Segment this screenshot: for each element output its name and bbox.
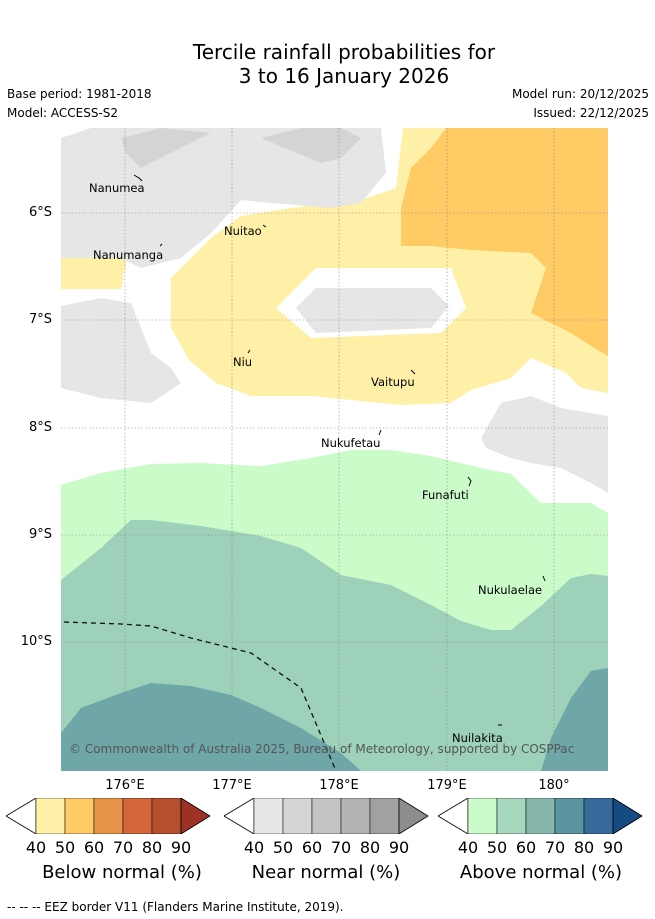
island-nuitao [262, 224, 267, 228]
place-label-nukulaelae: Nukulaelae [478, 583, 542, 597]
above-swatch-50 [496, 798, 527, 834]
copyright-credit: © Commonwealth of Australia 2025, Bureau… [69, 742, 575, 756]
above-tick: 40 [457, 838, 479, 857]
place-label-nuitao: Nuitao [224, 224, 262, 238]
near-over-triangle [398, 798, 429, 834]
title-line-1: Tercile rainfall probabilities for [192, 40, 496, 64]
below-tick: 90 [170, 838, 192, 857]
near-tick: 90 [388, 838, 410, 857]
base-period: Base period: 1981-2018 [7, 87, 152, 101]
below-tick: 60 [83, 838, 105, 857]
near-40-east [481, 396, 608, 493]
colorbar-below [6, 798, 211, 834]
below-tick: 50 [54, 838, 76, 857]
island-vaitupu [410, 369, 416, 375]
below-tick: 70 [112, 838, 134, 857]
near-tick: 50 [272, 838, 294, 857]
eez-border [63, 621, 337, 771]
near-50-north-a [121, 128, 211, 168]
lon-label-179e: 179°E [427, 778, 467, 793]
island-funafuti [467, 476, 472, 487]
near-swatch-50 [282, 798, 313, 834]
lat-label-8s: 8°S [28, 420, 52, 435]
place-label-niu: Niu [233, 355, 252, 369]
chart-title: Tercile rainfall probabilities for 3 to … [0, 40, 655, 88]
lat-label-7s: 7°S [28, 312, 52, 327]
below-swatch-50 [64, 798, 95, 834]
below-tick: 80 [141, 838, 163, 857]
below-50-region [401, 128, 608, 356]
place-label-nanumea: Nanumea [89, 181, 145, 195]
above-swatch-40 [467, 798, 498, 834]
lon-label-177e: 177°E [212, 778, 252, 793]
near-swatch-80 [369, 798, 400, 834]
colorbar-near [224, 798, 429, 834]
place-label-nukufetau: Nukufetau [321, 436, 380, 450]
lon-label-180: 180° [538, 778, 570, 793]
near-50-north-b [261, 128, 361, 163]
lon-label-176e: 176°E [105, 778, 145, 793]
map-svg: Nanumea Nuitao Nanumanga Niu Vaitupu Nuk… [61, 128, 608, 771]
island-nanumea [133, 174, 143, 182]
below-swatch-60 [93, 798, 124, 834]
eez-footnote: -- -- -- EEZ border V11 (Flanders Marine… [7, 900, 344, 914]
place-label-funafuti: Funafuti [422, 488, 469, 502]
map-panel: Nanumea Nuitao Nanumanga Niu Vaitupu Nuk… [61, 128, 608, 771]
above-swatch-60 [525, 798, 556, 834]
below-swatch-40 [35, 798, 66, 834]
below-swatch-80 [151, 798, 182, 834]
island-nukufetau [378, 429, 382, 436]
model-name: Model: ACCESS-S2 [7, 106, 119, 120]
lon-label-178e: 178°E [319, 778, 359, 793]
place-label-nuilakita: Nuilakita [452, 731, 503, 745]
lat-label-10s: 10°S [20, 634, 52, 649]
title-line-2: 3 to 16 January 2026 [238, 64, 450, 88]
above-tick: 70 [544, 838, 566, 857]
below-tick: 40 [25, 838, 47, 857]
island-nukulaelae [542, 575, 546, 582]
above-over-triangle [612, 798, 643, 834]
model-run: Model run: 20/12/2025 [511, 87, 649, 101]
island-nanumanga [159, 243, 163, 247]
above-tick: 80 [573, 838, 595, 857]
issued-date: Issued: 22/12/2025 [533, 106, 649, 120]
island-marks [133, 174, 546, 726]
near-40-west [61, 298, 181, 403]
above-tick: 50 [486, 838, 508, 857]
above-colorbar-label: Above normal (%) [459, 862, 623, 883]
above-under-triangle [438, 798, 469, 834]
above-swatch-70 [554, 798, 585, 834]
place-label-nanumanga: Nanumanga [93, 248, 163, 262]
above-tick: 60 [515, 838, 537, 857]
near-under-triangle [224, 798, 255, 834]
place-label-vaitupu: Vaitupu [371, 375, 415, 389]
above-tick: 90 [602, 838, 624, 857]
below-over-triangle [180, 798, 211, 834]
colorbar-above [438, 798, 643, 834]
near-swatch-40 [253, 798, 284, 834]
above-swatch-80 [583, 798, 614, 834]
near-tick: 60 [301, 838, 323, 857]
near-tick: 80 [359, 838, 381, 857]
below-swatch-70 [122, 798, 153, 834]
near-tick: 70 [330, 838, 352, 857]
near-swatch-60 [311, 798, 342, 834]
lat-label-9s: 9°S [28, 527, 52, 542]
graticule [61, 128, 608, 771]
near-colorbar-label: Near normal (%) [251, 862, 401, 883]
near-40-center [296, 288, 449, 333]
near-tick: 40 [243, 838, 265, 857]
above-60-region [61, 683, 361, 771]
below-colorbar-label: Below normal (%) [42, 862, 202, 883]
lat-label-6s: 6°S [28, 205, 52, 220]
above-60-region-east [541, 668, 608, 771]
island-niu [247, 349, 251, 354]
near-swatch-70 [340, 798, 371, 834]
below-under-triangle [6, 798, 37, 834]
